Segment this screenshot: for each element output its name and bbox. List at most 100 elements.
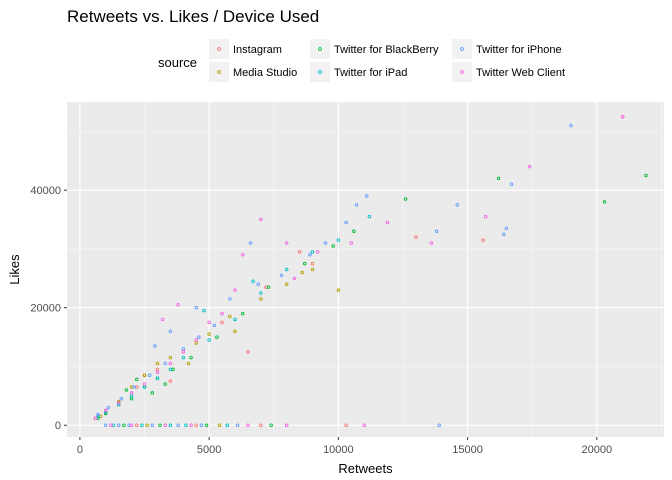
data-point (176, 303, 180, 307)
data-point (233, 317, 237, 322)
data-point (220, 311, 224, 316)
data-point (93, 416, 98, 420)
data-point (181, 350, 186, 354)
data-point (414, 235, 418, 239)
data-point (365, 194, 369, 198)
data-point (220, 320, 224, 325)
data-point (119, 397, 124, 401)
zero-like-point (109, 423, 113, 427)
data-point (300, 270, 304, 275)
legend-label: Twitter for BlackBerry (334, 44, 439, 56)
data-point (228, 297, 232, 301)
zero-like-point (150, 423, 155, 427)
x-tick-label: 0 (77, 444, 83, 456)
data-point (284, 241, 289, 245)
x-axis-title: Retweets (338, 461, 393, 476)
data-point (323, 241, 328, 245)
x-axis-ticks: 0 5000 10000 15000 20000 (77, 437, 612, 456)
data-point (155, 361, 160, 366)
zero-like-point (104, 423, 108, 427)
data-point (168, 355, 173, 360)
legend-key (310, 39, 330, 59)
data-point (150, 391, 155, 395)
data-point (116, 401, 121, 405)
data-point (496, 176, 501, 181)
data-point (527, 164, 532, 169)
y-axis-title: Likes (7, 254, 22, 285)
zero-like-point (344, 423, 348, 427)
zero-like-point (122, 423, 126, 427)
legend-key (452, 62, 472, 82)
legend-swatch (217, 70, 221, 74)
data-point (163, 361, 167, 366)
zero-like-point (235, 423, 240, 427)
data-point (644, 173, 648, 178)
data-point (207, 320, 211, 325)
data-point (207, 332, 211, 336)
data-point (279, 273, 284, 278)
data-point (256, 282, 260, 286)
data-point (310, 261, 315, 266)
data-point (336, 288, 341, 292)
data-point (481, 238, 485, 242)
data-point (147, 373, 152, 378)
data-point (504, 226, 509, 231)
legend-label: Twitter Web Client (476, 67, 565, 79)
data-point (168, 367, 173, 372)
legend-swatch (460, 47, 464, 51)
data-point (228, 314, 232, 319)
data-point (142, 382, 147, 386)
data-point (155, 370, 160, 375)
data-point (434, 229, 439, 234)
data-point (303, 261, 307, 266)
data-point (403, 197, 408, 201)
data-point (483, 214, 488, 219)
zero-like-point (246, 423, 250, 427)
zero-like-point (145, 423, 149, 427)
data-point (310, 250, 315, 254)
data-point (569, 123, 573, 128)
zero-like-point (184, 423, 188, 427)
data-point (116, 402, 121, 407)
data-point (129, 391, 134, 395)
data-point (96, 414, 100, 419)
data-points (93, 114, 648, 427)
zero-like-point (163, 423, 167, 427)
y-axis-ticks: 0 20000 40000 (30, 185, 67, 432)
data-point (207, 338, 211, 342)
x-tick-label: 20000 (582, 444, 613, 456)
zero-like-point (217, 423, 222, 427)
zero-like-point (140, 423, 144, 427)
data-point (297, 250, 302, 254)
data-point (240, 253, 245, 257)
zero-like-point (135, 423, 139, 427)
legend-swatch (318, 47, 322, 51)
data-point (168, 379, 173, 383)
zero-like-point (116, 423, 121, 427)
legend-swatch (217, 47, 221, 51)
data-point (160, 317, 165, 322)
data-point (292, 276, 297, 281)
y-tick-label: 0 (55, 420, 61, 432)
zero-like-point (284, 423, 289, 427)
zero-like-point (199, 423, 204, 427)
legend-title: source (158, 55, 197, 70)
data-point (181, 355, 186, 360)
data-point (251, 279, 255, 284)
data-point (135, 377, 139, 382)
data-point (352, 229, 356, 234)
zero-like-point (269, 423, 273, 427)
zero-like-point (259, 423, 263, 427)
legend-label: Twitter for iPad (334, 67, 407, 79)
data-point (124, 388, 129, 392)
data-point (310, 267, 315, 272)
chart-title: Retweets vs. Likes / Device Used (67, 7, 319, 26)
data-point (344, 220, 348, 225)
data-point (620, 114, 625, 119)
data-point (248, 241, 253, 245)
zero-like-point (158, 423, 162, 427)
data-point (354, 203, 359, 207)
data-point (284, 267, 289, 272)
zero-like-point (194, 423, 198, 427)
data-point (331, 244, 335, 248)
